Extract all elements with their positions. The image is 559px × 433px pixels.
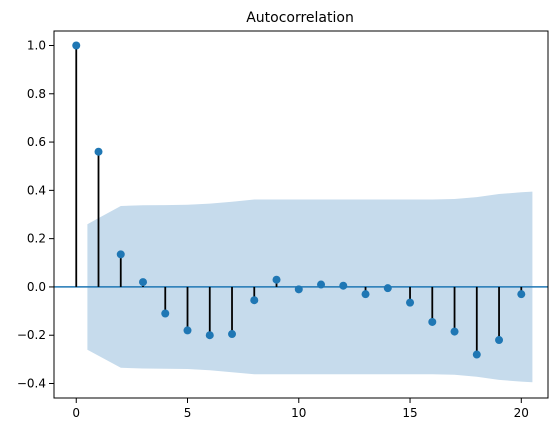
plot-frame (53, 30, 549, 399)
marker-lag-13 (361, 290, 370, 299)
marker-lag-16 (428, 317, 437, 326)
marker-lag-0 (72, 41, 81, 50)
marker-lag-7 (228, 330, 237, 339)
marker-lag-15 (406, 298, 415, 307)
marker-lag-6 (205, 331, 214, 340)
marker-lag-5 (183, 326, 192, 335)
marker-lag-20 (517, 290, 526, 299)
x-tick-label-5: 5 (184, 406, 192, 420)
marker-lag-3 (139, 278, 148, 287)
marker-lag-17 (450, 327, 459, 336)
x-tick-label-0: 0 (72, 406, 80, 420)
x-tick-label-20: 20 (514, 406, 529, 420)
marker-lag-1 (94, 147, 103, 156)
y-tick-label-0.6: 0.6 (27, 135, 46, 149)
markers-layer (72, 41, 526, 359)
x-tick-label-15: 15 (402, 406, 417, 420)
marker-lag-12 (339, 281, 348, 290)
y-tick-label-0: 0.0 (27, 280, 46, 294)
marker-lag-18 (472, 350, 481, 359)
marker-lag-4 (161, 309, 170, 318)
marker-lag-11 (317, 280, 326, 289)
chart-title: Autocorrelation (246, 10, 354, 26)
axes-frame (53, 30, 549, 399)
y-tick-label--0.4: −0.4 (17, 377, 46, 391)
marker-lag-19 (495, 336, 504, 345)
y-axis-ticks: −0.4 −0.2 0.0 0.2 0.4 0.6 0.8 1.0 (17, 38, 54, 391)
marker-lag-9 (272, 275, 281, 284)
y-tick-label-1: 1.0 (27, 38, 46, 52)
x-axis-ticks: 0 5 10 15 20 (72, 398, 529, 420)
y-tick-label--0.2: −0.2 (17, 328, 46, 342)
marker-lag-8 (250, 296, 259, 305)
marker-lag-2 (116, 250, 125, 259)
y-tick-label-0.4: 0.4 (27, 183, 46, 197)
y-tick-label-0.2: 0.2 (27, 232, 46, 246)
marker-lag-14 (383, 284, 392, 293)
y-tick-label-0.8: 0.8 (27, 87, 46, 101)
marker-lag-10 (294, 285, 303, 294)
x-tick-label-10: 10 (291, 406, 306, 420)
